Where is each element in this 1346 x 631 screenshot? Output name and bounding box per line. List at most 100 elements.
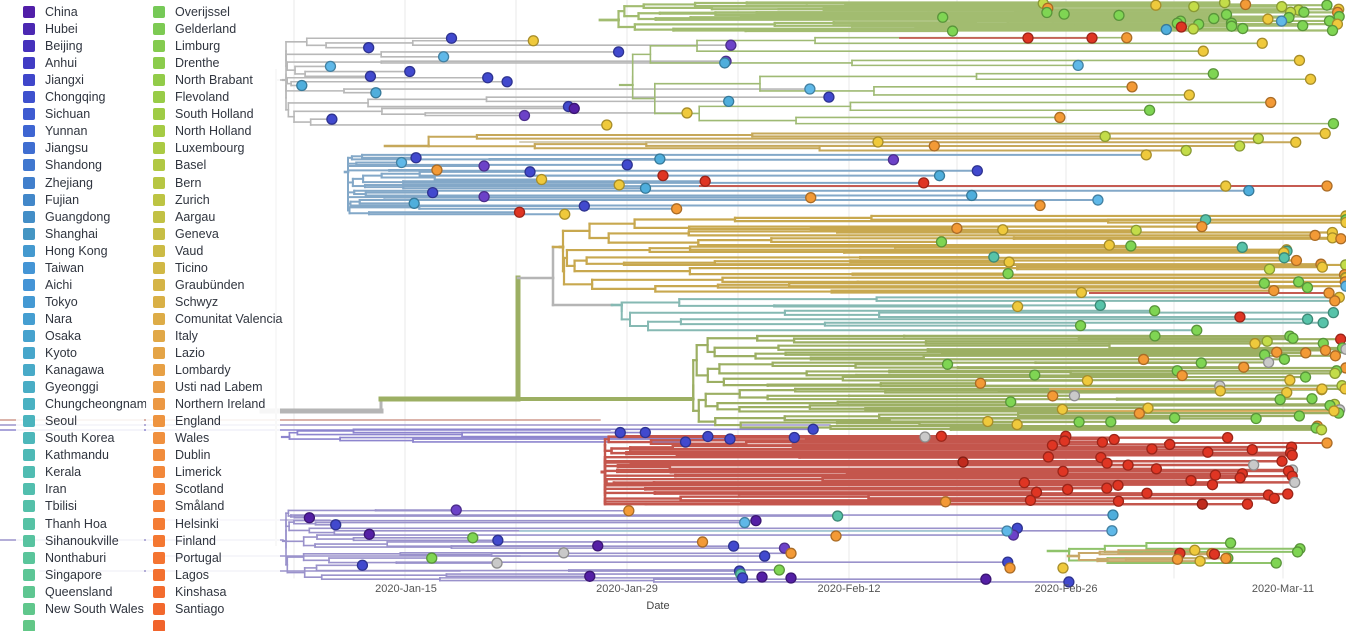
tree-tip[interactable] [1214,385,1226,397]
tree-tip[interactable] [1281,386,1293,399]
tree-tip[interactable] [395,156,408,169]
tree-tip[interactable] [670,203,683,215]
tree-tip[interactable] [427,186,439,199]
legend-item[interactable]: Tbilisi [23,498,77,514]
tree-tip[interactable] [363,528,375,540]
tree-tip[interactable] [1057,562,1069,574]
tree-tip[interactable] [1126,81,1138,93]
tree-tip[interactable] [1287,332,1299,344]
legend-item[interactable]: Shandong [23,157,102,173]
tree-tip[interactable] [971,165,983,177]
tree-tip-nodes[interactable] [296,0,1346,588]
tree-tip[interactable] [1005,396,1017,408]
tree-tip[interactable] [823,91,835,103]
tree-tip[interactable] [1326,24,1339,37]
tree-tip[interactable] [1054,111,1066,124]
tree-tip[interactable] [623,505,635,517]
tree-branches[interactable] [259,1,1346,583]
tree-tip[interactable] [681,107,693,119]
tree-tip[interactable] [1286,449,1298,461]
tree-tip[interactable] [750,514,762,527]
tree-tip[interactable] [1188,0,1200,13]
tree-tip[interactable] [639,182,652,194]
tree-tip[interactable] [535,173,548,186]
tree-tip[interactable] [1327,307,1340,319]
tree-tip[interactable] [1206,479,1219,491]
tree-tip[interactable] [1034,199,1046,212]
tree-tip[interactable] [1002,267,1014,280]
tree-tip[interactable] [1335,233,1346,245]
tree-tip[interactable] [568,102,580,115]
tree-tip[interactable] [1073,416,1085,428]
legend-item[interactable]: Basel [153,157,206,173]
legend-item[interactable]: Hubei [23,21,78,37]
tree-tip[interactable] [445,32,458,44]
tree-tip[interactable] [1282,488,1294,500]
tree-tip[interactable] [1221,431,1234,444]
legend-item[interactable]: Nonthaburi [23,550,106,566]
tree-tip[interactable] [1319,344,1332,357]
tree-tip[interactable] [1290,136,1302,148]
tree-tip[interactable] [1081,374,1094,387]
tree-tip[interactable] [558,547,570,559]
tree-tip[interactable] [501,76,513,88]
tree-tip[interactable] [1094,299,1106,311]
tree-tip[interactable] [1340,280,1346,292]
tree-tip[interactable] [1113,9,1125,22]
tree-tip[interactable] [1196,498,1209,510]
tree-tip[interactable] [1143,104,1156,116]
tree-tip[interactable] [1141,487,1153,499]
tree-tip[interactable] [933,170,946,182]
tree-tip[interactable] [919,431,931,443]
tree-tip[interactable] [1146,443,1158,455]
tree-tip[interactable] [1176,369,1188,382]
tree-tip[interactable] [1125,240,1137,252]
tree-tip[interactable] [1234,311,1246,323]
legend-item[interactable]: Singapore [23,567,102,583]
tree-tip[interactable] [918,177,930,189]
tree-tip[interactable] [1168,412,1181,424]
tree-tip[interactable] [1323,287,1335,299]
tree-tip[interactable] [785,572,797,584]
tree-tip[interactable] [1096,436,1109,448]
tree-tip[interactable] [1122,459,1134,471]
legend-item[interactable]: China [23,4,78,20]
tree-tip[interactable] [1011,300,1024,313]
tree-tip[interactable] [1150,0,1162,11]
tree-tip[interactable] [1329,295,1341,307]
legend-item[interactable]: Yunnan [23,123,87,139]
tree-tip[interactable] [1340,216,1346,229]
tree-tip[interactable] [1292,276,1305,288]
tree-tip[interactable] [1046,439,1059,452]
tree-tip[interactable] [1149,305,1161,317]
tree-tip[interactable] [1133,407,1145,419]
legend-item[interactable]: Fujian [23,192,79,208]
tree-tip[interactable] [1171,553,1184,565]
tree-tip[interactable] [370,87,382,99]
legend-item[interactable]: Thanh Hoa [23,516,107,532]
tree-tip[interactable] [1315,424,1328,436]
tree-tip[interactable] [1187,23,1199,35]
tree-tip[interactable] [326,113,338,125]
tree-tip[interactable] [1220,180,1232,192]
tree-tip[interactable] [1301,313,1314,325]
legend-item[interactable]: Northern Ireland [153,396,265,412]
legend-item[interactable]: Tokyo [23,294,78,310]
tree-tip[interactable] [957,456,969,468]
tree-tip[interactable] [1297,20,1309,32]
tree-tip[interactable] [1150,463,1163,475]
tree-tip[interactable] [1057,465,1069,478]
tree-tip[interactable] [296,79,308,92]
legend-item[interactable]: Italy [153,328,198,344]
tree-tip[interactable] [527,35,539,47]
tree-tip[interactable] [612,46,625,58]
legend-item[interactable]: Sichuan [23,106,90,122]
tree-tip[interactable] [1306,393,1318,405]
tree-tip[interactable] [1180,144,1192,157]
tree-tip[interactable] [431,164,443,176]
tree-tip[interactable] [639,426,651,439]
tree-tip[interactable] [1290,254,1303,267]
legend-item[interactable]: South Holland [153,106,254,122]
legend-item[interactable]: Osaka [23,328,81,344]
tree-tip[interactable] [1220,8,1233,21]
